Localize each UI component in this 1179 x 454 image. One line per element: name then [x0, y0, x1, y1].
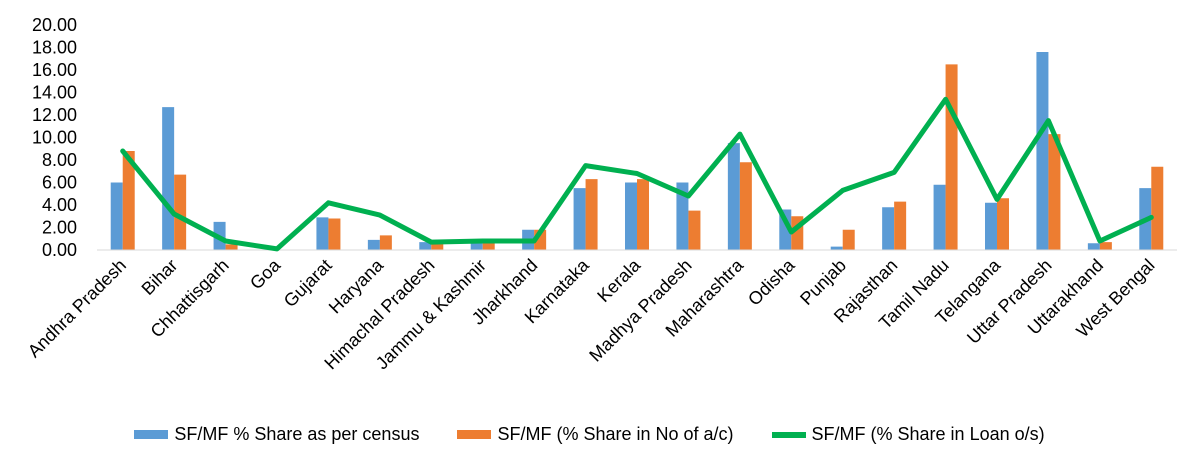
bar-sf-mf-share-as-per-census-telangana [985, 202, 997, 250]
legend-label-loan: SF/MF (% Share in Loan o/s) [811, 424, 1045, 444]
y-tick-label: 12.00 [32, 105, 77, 125]
bar-sf-mf-share-as-per-census-kerala [625, 182, 637, 250]
bar-sf-mf-share-in-no-of-a-c-west-bengal [1151, 166, 1164, 250]
bar-sf-mf-share-in-no-of-a-c-kerala [637, 179, 649, 250]
bar-sf-mf-share-in-no-of-a-c-jammu-kashmir [482, 242, 495, 250]
x-tick-label-goa: Goa [246, 254, 285, 293]
legend-label-accounts: SF/MF (% Share in No of a/c) [497, 424, 734, 444]
bar-sf-mf-share-as-per-census-jammu-kashmir [470, 242, 483, 250]
bar-sf-mf-share-in-no-of-a-c-uttar-pradesh [1048, 134, 1061, 250]
bar-sf-mf-share-in-no-of-a-c-gujarat [328, 218, 341, 250]
legend-swatch-census [134, 430, 169, 439]
bar-sf-mf-share-in-no-of-a-c-uttarakhand [1099, 242, 1112, 250]
y-tick-label: 6.00 [42, 173, 77, 193]
bar-sf-mf-share-in-no-of-a-c-himachal-pradesh [431, 243, 444, 250]
y-tick-label: 14.00 [32, 83, 77, 103]
y-tick-label: 16.00 [32, 60, 77, 80]
legend-item-loan: SF/MF (% Share in Loan o/s) [771, 424, 1045, 445]
legend-label-census: SF/MF % Share as per census [174, 424, 420, 444]
bar-sf-mf-share-as-per-census-himachal-pradesh [419, 242, 432, 250]
bar-marks [110, 52, 1164, 250]
bar-sf-mf-share-as-per-census-karnataka [573, 188, 586, 250]
y-tick-label: 4.00 [42, 195, 77, 215]
bar-sf-mf-share-as-per-census-madhya-pradesh [676, 182, 689, 250]
legend-swatch-accounts [457, 430, 492, 439]
bar-sf-mf-share-as-per-census-uttar-pradesh [1036, 52, 1049, 250]
y-tick-label: 18.00 [32, 38, 77, 58]
legend-swatch-loan [771, 431, 806, 438]
y-tick-label: 0.00 [42, 240, 77, 260]
bar-sf-mf-share-as-per-census-gujarat [316, 217, 329, 250]
bar-sf-mf-share-in-no-of-a-c-chhattisgarh [225, 244, 238, 250]
bar-sf-mf-share-in-no-of-a-c-telangana [997, 198, 1009, 250]
bar-sf-mf-share-in-no-of-a-c-rajasthan [894, 201, 907, 250]
bar-sf-mf-share-as-per-census-punjab [830, 246, 843, 250]
bar-sf-mf-share-in-no-of-a-c-haryana [379, 235, 392, 250]
y-tick-label: 10.00 [32, 128, 77, 148]
x-tick-label-bihar: Bihar [138, 255, 182, 299]
bar-sf-mf-share-as-per-census-uttarakhand [1087, 243, 1100, 250]
y-tick-label: 8.00 [42, 150, 77, 170]
bar-sf-mf-share-in-no-of-a-c-tamil-nadu [945, 64, 958, 250]
bar-sf-mf-share-in-no-of-a-c-maharashtra [739, 162, 752, 250]
bar-sf-mf-share-in-no-of-a-c-punjab [842, 229, 855, 250]
legend-item-census: SF/MF % Share as per census [134, 424, 419, 445]
x-tick-label-odisha: Odisha [744, 254, 799, 309]
bar-sf-mf-share-as-per-census-maharashtra [727, 143, 740, 250]
bar-sf-mf-share-as-per-census-tamil-nadu [933, 184, 946, 250]
line-series-marks [120, 96, 1154, 252]
bar-sf-mf-share-in-no-of-a-c-andhra-pradesh [122, 151, 135, 250]
x-tick-label-andhra-pradesh: Andhra Pradesh [24, 255, 130, 361]
bar-sf-mf-share-as-per-census-haryana [367, 239, 380, 250]
y-tick-label: 20.00 [32, 15, 77, 35]
line-sf-mf-share-in-loan-o-s [120, 96, 1154, 252]
bar-sf-mf-share-in-no-of-a-c-karnataka [585, 179, 598, 250]
bar-sf-mf-share-in-no-of-a-c-madhya-pradesh [688, 210, 701, 250]
y-tick-label: 2.00 [42, 218, 77, 238]
legend-item-accounts: SF/MF (% Share in No of a/c) [457, 424, 734, 445]
bar-sf-mf-share-as-per-census-andhra-pradesh [110, 182, 123, 250]
bar-sf-mf-share-as-per-census-bihar [162, 107, 175, 250]
bar-sf-mf-share-in-no-of-a-c-bihar [174, 174, 187, 250]
chart-legend: SF/MF % Share as per census SF/MF (% Sha… [0, 424, 1179, 445]
bar-sf-mf-share-as-per-census-rajasthan [882, 207, 895, 250]
